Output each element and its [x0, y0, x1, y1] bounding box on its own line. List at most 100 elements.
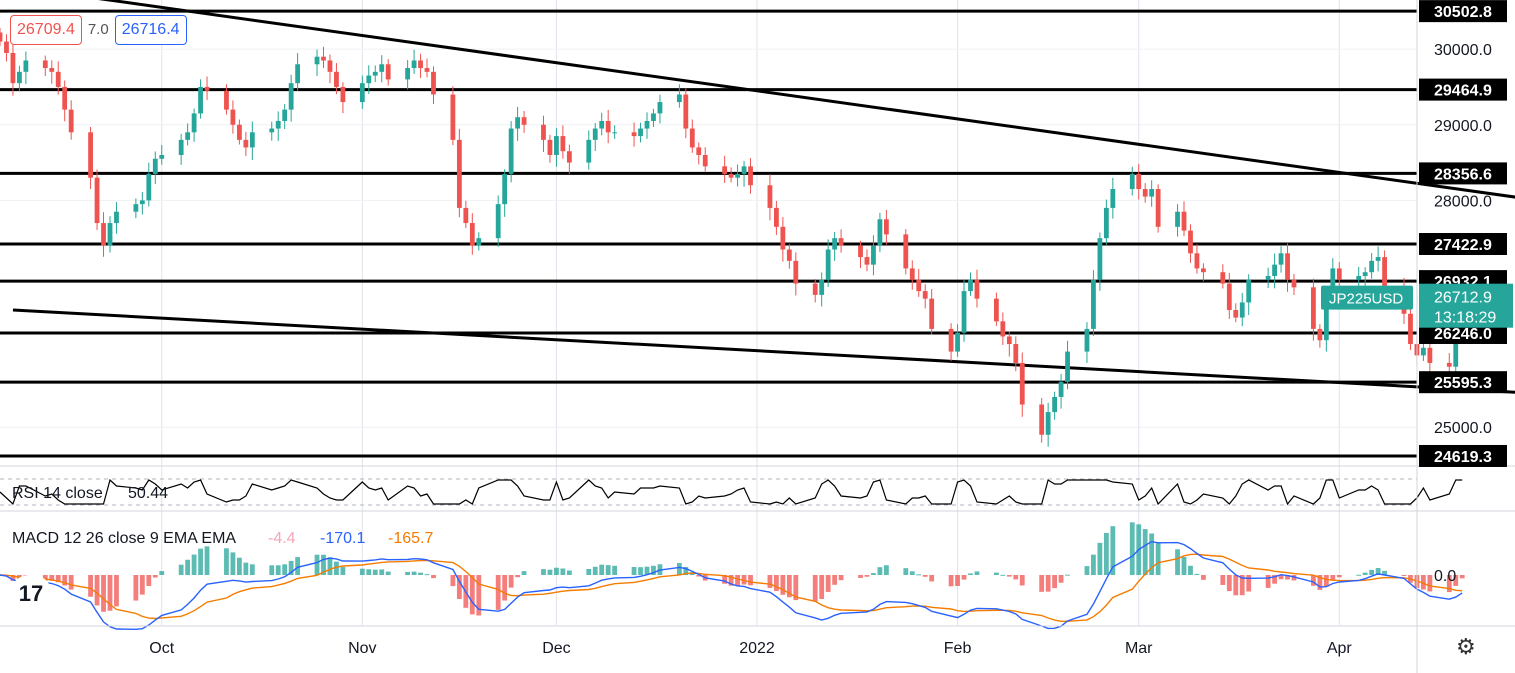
- macd-histogram-bar: [139, 575, 145, 595]
- candle-body: [62, 86, 68, 110]
- price-tick-label: 28000.0: [1434, 193, 1492, 210]
- macd-histogram-bar: [1181, 556, 1187, 575]
- macd-histogram-bar: [42, 575, 48, 581]
- candle-body: [554, 136, 559, 155]
- macd-histogram-bar: [741, 575, 747, 585]
- macd-histogram-bar: [929, 575, 935, 582]
- candle-body: [1065, 351, 1070, 382]
- macd-histogram-bar: [1155, 543, 1161, 575]
- macd-histogram-bar: [780, 575, 786, 595]
- symbol-badge: [1321, 285, 1413, 310]
- settings-gear-icon[interactable]: ⚙: [1456, 634, 1476, 659]
- candle-body: [883, 219, 889, 235]
- level-price-box: [1419, 0, 1507, 23]
- overlay-labels: 30502.829464.928356.627422.926932.126246…: [1321, 0, 1513, 467]
- macd-histogram-bar: [114, 575, 119, 607]
- macd-histogram-bar: [722, 575, 728, 584]
- macd-histogram-bar: [243, 562, 249, 575]
- macd-histogram-bar: [204, 546, 210, 575]
- macd-histogram-bar: [405, 571, 411, 575]
- macd-histogram-bar: [185, 559, 191, 575]
- macd-histogram-bar: [767, 575, 773, 588]
- candle-body: [1421, 347, 1426, 356]
- candle-body: [1058, 381, 1064, 397]
- candle-body: [1039, 404, 1045, 435]
- candle-body: [431, 71, 436, 95]
- candle-body: [159, 155, 165, 159]
- level-price-box: [1419, 233, 1507, 256]
- bid-box[interactable]: 26709.4: [10, 14, 82, 45]
- ask-box[interactable]: 26716.4: [114, 14, 187, 45]
- macd-histogram-bar: [411, 571, 417, 575]
- macd-histogram-bar: [321, 554, 326, 575]
- macd-histogram-bar: [1142, 529, 1148, 575]
- candle-body: [295, 64, 301, 84]
- candle-body: [1356, 275, 1362, 280]
- candle-body: [0, 32, 3, 42]
- candle-body: [586, 139, 592, 163]
- candle-body: [560, 136, 566, 152]
- macd-histogram-bar: [55, 575, 61, 583]
- candle-body: [741, 166, 747, 174]
- candle-body: [929, 298, 935, 329]
- candle-body: [327, 60, 333, 72]
- macd-histogram-bar: [1285, 575, 1290, 580]
- time-tick-label: Apr: [1327, 640, 1353, 657]
- candle-body: [1233, 310, 1239, 318]
- candle-body: [1291, 279, 1297, 288]
- macd-signal-value: -165.7: [388, 530, 433, 547]
- candle-body: [334, 71, 339, 87]
- macd-histogram-bar: [1058, 575, 1064, 583]
- tradingview-logo[interactable]: 17: [10, 575, 52, 613]
- candle-body: [1188, 230, 1193, 254]
- macd-histogram-bar: [554, 567, 559, 575]
- candle-body: [385, 64, 391, 80]
- macd-histogram-bar: [903, 568, 909, 575]
- candle-body: [1330, 268, 1336, 299]
- level-price-label: 28356.6: [1434, 166, 1492, 183]
- macd-histogram-bar: [832, 575, 838, 585]
- candle-body: [1427, 347, 1433, 363]
- candle-body: [683, 94, 689, 129]
- macd-histogram-bar: [340, 567, 346, 575]
- macd-histogram-bar: [605, 565, 611, 575]
- time-tick-label: Mar: [1125, 640, 1153, 657]
- candle-body: [676, 94, 682, 103]
- time-tick-label: Dec: [542, 640, 570, 657]
- macd-histogram-bar: [612, 565, 618, 575]
- macd-histogram-bar: [993, 572, 999, 575]
- level-price-box: [1419, 371, 1507, 394]
- macd-histogram-bar: [541, 569, 546, 575]
- macd-histogram-bar: [948, 575, 954, 587]
- candle-body: [55, 71, 61, 87]
- candle-body: [780, 226, 786, 250]
- macd-line: [0, 540, 1463, 631]
- trendline: [12, 308, 1515, 394]
- candle-body: [191, 113, 197, 133]
- macd-histogram-bar: [793, 575, 799, 601]
- macd-histogram-bar: [198, 548, 203, 575]
- macd-histogram-bar: [1019, 575, 1025, 586]
- candle-body: [1382, 257, 1387, 288]
- candle-body: [282, 109, 288, 121]
- ask-price: 26716.4: [121, 20, 180, 38]
- macd-histogram-bar: [49, 575, 55, 581]
- macd-histogram-bar: [502, 575, 508, 601]
- level-price-label: 26246.0: [1434, 326, 1492, 343]
- macd-histogram-bar: [418, 572, 423, 575]
- macd-histogram-bar: [515, 575, 520, 578]
- candle-body: [612, 132, 618, 134]
- candle-body: [1375, 257, 1381, 261]
- macd-histogram-bar: [974, 571, 980, 575]
- candle-body: [1155, 189, 1161, 227]
- candle-body: [871, 245, 876, 265]
- macd-histogram-bar: [1239, 575, 1245, 596]
- level-price-label: 27422.9: [1434, 237, 1492, 254]
- candle-body: [508, 128, 514, 174]
- macd-histogram-bar: [547, 569, 553, 575]
- macd-histogram-bar: [424, 574, 430, 576]
- candle-body: [521, 117, 527, 125]
- candle-body: [502, 173, 508, 205]
